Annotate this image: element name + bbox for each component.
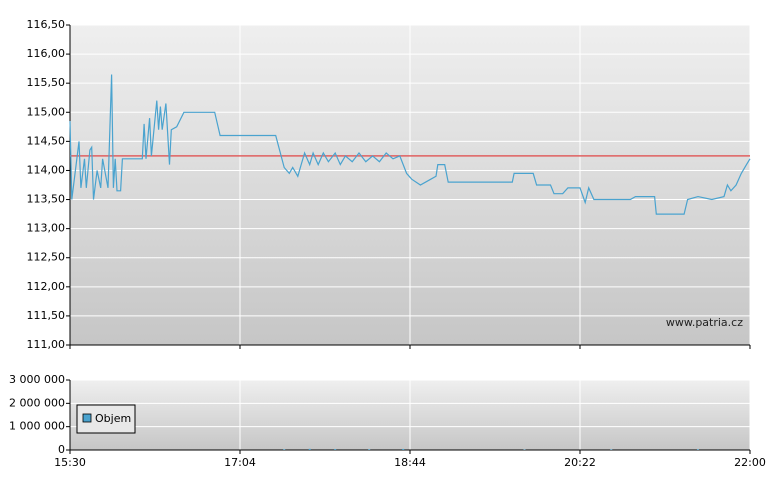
x-tick-label: 18:44 (394, 456, 426, 469)
volume-bar (368, 449, 371, 450)
y-tick-label: 2 000 000 (9, 396, 65, 409)
legend: Objem (76, 404, 136, 434)
y-tick-label: 115,50 (27, 76, 66, 89)
x-tick-label: 20:22 (564, 456, 596, 469)
x-tick-label: 15:30 (54, 456, 86, 469)
legend-swatch (82, 413, 92, 423)
y-tick-label: 113,00 (27, 222, 66, 235)
y-tick-label: 116,50 (27, 18, 66, 31)
y-tick-label: 116,00 (27, 47, 66, 60)
volume-bar (610, 449, 613, 450)
y-tick-label: 111,50 (27, 309, 66, 322)
y-tick-label: 112,50 (27, 251, 66, 264)
volume-bar (308, 448, 311, 450)
y-tick-label: 114,50 (27, 134, 66, 147)
watermark: www.patria.cz (666, 316, 743, 329)
legend-label: Objem (95, 412, 131, 425)
y-tick-label: 112,00 (27, 280, 66, 293)
y-tick-label: 0 (58, 443, 65, 456)
y-tick-label: 3 000 000 (9, 373, 65, 386)
volume-bar (334, 449, 337, 450)
price-line (69, 74, 751, 215)
y-tick-label: 115,00 (27, 105, 66, 118)
y-tick-label: 111,00 (27, 338, 66, 351)
y-tick-label: 114,00 (27, 163, 66, 176)
y-tick-label: 1 000 000 (9, 420, 65, 433)
x-tick-label: 22:00 (734, 456, 766, 469)
x-tick-label: 17:04 (224, 456, 256, 469)
volume-bar (696, 449, 699, 450)
y-tick-label: 113,50 (27, 193, 66, 206)
volume-bar (283, 449, 286, 450)
volume-bar (402, 448, 405, 450)
